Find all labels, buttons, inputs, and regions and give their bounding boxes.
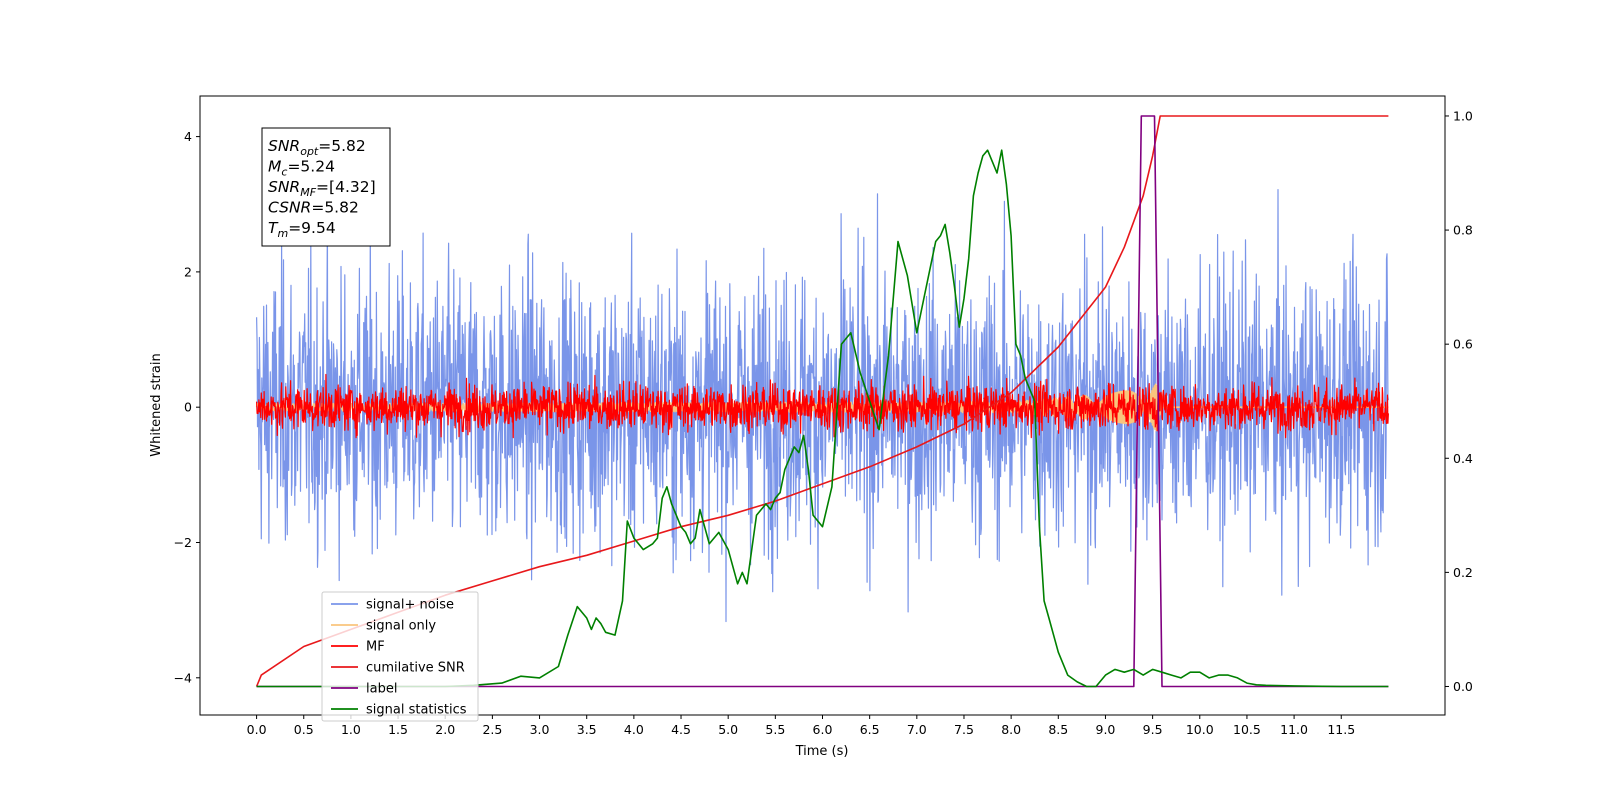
x-axis-label: Time (s) — [795, 744, 849, 759]
annotation-value: =[4.32] — [316, 178, 376, 196]
annotation-subscript: c — [281, 166, 287, 179]
annotation-text: SNRopt=5.82 Mc=5.24 SNRMF=[4.32] CSNR=5.82 T… — [268, 137, 376, 240]
x-tick-label: 9.5 — [1143, 722, 1163, 737]
y-tick-label: 0 — [184, 400, 192, 415]
series-line — [256, 373, 1389, 439]
legend-label: cumilative SNR — [366, 661, 465, 676]
x-tick-label: 5.0 — [718, 722, 738, 737]
x-tick-label: 7.5 — [954, 722, 974, 737]
annotation-symbol: SNR — [268, 178, 300, 196]
annotation-symbol: CSNR — [268, 199, 311, 217]
x-tick-label: 6.0 — [813, 722, 833, 737]
annotation-value: =5.24 — [287, 158, 335, 176]
y2-tick-label: 0.6 — [1453, 337, 1473, 352]
y-axis-label: Whitened strain — [149, 353, 164, 456]
series-mf — [256, 373, 1389, 439]
x-tick-label: 6.5 — [860, 722, 880, 737]
y-axis-left: −4 −2 0 2 4 — [174, 129, 200, 685]
x-tick-label: 8.5 — [1048, 722, 1068, 737]
x-tick-label: 2.0 — [435, 722, 455, 737]
x-tick-label: 3.0 — [530, 722, 550, 737]
annotation-subscript: opt — [300, 145, 319, 158]
y-tick-label: −4 — [174, 670, 192, 685]
annotation-symbol: M — [268, 158, 281, 176]
x-tick-label: 7.0 — [907, 722, 927, 737]
legend-frame — [321, 591, 479, 722]
x-tick-label: 1.5 — [388, 722, 408, 737]
x-tick-label: 8.0 — [1001, 722, 1021, 737]
annotation-subscript: m — [277, 227, 288, 240]
x-tick-label: 1.0 — [341, 722, 361, 737]
y2-tick-label: 1.0 — [1453, 108, 1473, 123]
y-axis-right: 0.0 0.2 0.4 0.6 0.8 1.0 — [1445, 108, 1473, 694]
x-tick-label: 4.0 — [624, 722, 644, 737]
y2-tick-label: 0.2 — [1453, 565, 1473, 580]
legend-label: signal only — [366, 619, 436, 634]
x-tick-label: 3.5 — [577, 722, 597, 737]
x-tick-label: 11.0 — [1280, 722, 1308, 737]
x-tick-label: 10.5 — [1233, 722, 1261, 737]
legend-label: signal+ noise — [366, 598, 454, 613]
annotation-value: =5.82 — [311, 199, 359, 217]
legend: signal+ noise signal only MF cumilative SNR… — [321, 591, 479, 722]
annotation-symbol: SNR — [268, 137, 300, 155]
x-tick-label: 9.0 — [1096, 722, 1116, 737]
x-tick-label: 0.0 — [247, 722, 267, 737]
x-tick-label: 5.5 — [765, 722, 785, 737]
legend-label: label — [366, 682, 397, 697]
y-tick-label: 2 — [184, 264, 192, 279]
annotation-box: SNRopt=5.82 Mc=5.24 SNRMF=[4.32] CSNR=5.82 T… — [261, 127, 391, 247]
y2-tick-label: 0.8 — [1453, 223, 1473, 238]
y-tick-label: 4 — [184, 129, 192, 144]
x-tick-label: 2.5 — [482, 722, 502, 737]
annotation-value: =5.82 — [318, 137, 366, 155]
annotation-subscript: MF — [300, 186, 316, 199]
series-signal-statistics — [256, 149, 1389, 688]
legend-label: MF — [366, 640, 385, 655]
y2-tick-label: 0.0 — [1453, 679, 1473, 694]
series-line — [256, 149, 1389, 688]
series-label — [256, 115, 1389, 688]
series-line — [256, 115, 1389, 688]
x-tick-label: 4.5 — [671, 722, 691, 737]
legend-label: signal statistics — [366, 703, 467, 718]
x-tick-label: 11.5 — [1327, 722, 1355, 737]
x-tick-label: 10.0 — [1186, 722, 1214, 737]
x-tick-label: 0.5 — [294, 722, 314, 737]
annotation-value: =9.54 — [288, 219, 336, 237]
annotation-symbol: T — [268, 219, 279, 237]
y-tick-label: −2 — [174, 535, 192, 550]
x-axis: 0.0 0.5 1.0 1.5 2.0 2.5 3.0 3.5 4.0 4.5 5.0 5.5 6.0 6… — [247, 715, 1355, 737]
y2-tick-label: 0.4 — [1453, 451, 1473, 466]
